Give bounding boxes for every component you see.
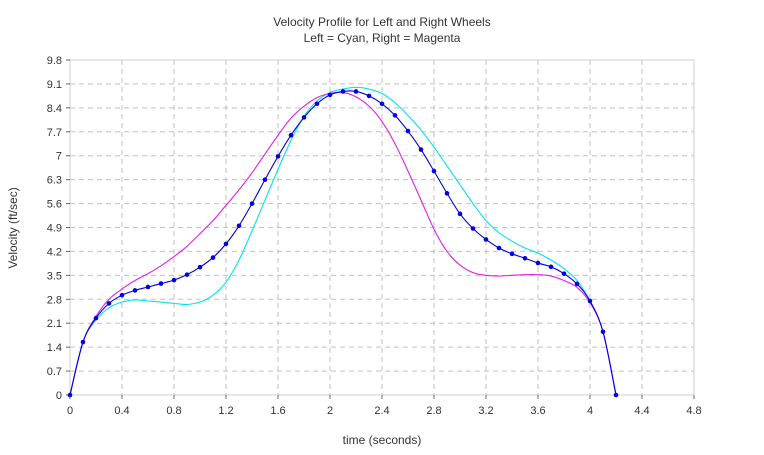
data-point-center — [106, 301, 112, 306]
data-point-center — [366, 93, 372, 99]
data-point-center — [496, 245, 502, 251]
x-tick-label: 3.2 — [478, 405, 493, 417]
y-tick-label: 9.8 — [47, 55, 62, 67]
y-tick-label: 5.6 — [47, 199, 62, 211]
data-point-center — [119, 292, 125, 298]
x-tick-label: 4.8 — [686, 405, 701, 417]
data-point-center — [93, 315, 99, 321]
data-point-center — [158, 281, 164, 286]
y-axis: 0 0.7 1.4 2.1 2.8 3.5 4.2 4.9 5.6 6.3 7 7.7 8.4 9.1 9.… — [47, 55, 70, 402]
data-point-center — [431, 168, 437, 174]
x-tick-label: 3.6 — [530, 405, 545, 417]
x-tick-label: 1.6 — [270, 405, 285, 417]
data-point-center — [327, 92, 333, 98]
chart-subtitle: Left = Cyan, Right = Magenta — [304, 31, 461, 45]
data-point-center — [561, 271, 567, 276]
y-tick-label: 4.9 — [47, 223, 62, 235]
data-point-center — [483, 237, 489, 242]
y-tick-label: 0 — [56, 390, 62, 402]
y-tick-label: 2.1 — [47, 318, 62, 330]
y-tick-label: 6.3 — [47, 175, 62, 187]
data-point-center — [236, 223, 242, 229]
x-axis: 0 0.4 0.8 1.2 1.6 2 2.4 2.8 3.2 3.6 4 4.4 4.8 — [67, 395, 702, 417]
x-tick-label: 0 — [67, 405, 73, 417]
x-tick-label: 1.2 — [218, 405, 233, 417]
data-point-center — [145, 284, 151, 290]
y-tick-label: 7 — [56, 151, 62, 163]
data-point-center — [210, 255, 216, 260]
data-point-center — [548, 264, 554, 270]
data-point-center — [509, 251, 515, 257]
data-point-center — [457, 211, 463, 217]
data-point-center — [587, 298, 593, 304]
data-point-center — [314, 101, 320, 107]
data-point-center — [301, 115, 307, 120]
x-axis-label: time (seconds) — [343, 433, 422, 447]
x-tick-label: 0.4 — [114, 405, 129, 417]
data-point-center — [392, 113, 398, 118]
y-tick-label: 3.5 — [47, 270, 62, 282]
x-tick-label: 2 — [327, 405, 333, 417]
data-point-center — [132, 288, 138, 293]
data-point-center — [600, 329, 606, 335]
data-point-center — [184, 272, 190, 277]
data-point-center — [470, 226, 476, 231]
x-tick-label: 2.8 — [426, 405, 441, 417]
x-tick-label: 4.4 — [634, 405, 649, 417]
y-tick-label: 7.7 — [47, 127, 62, 139]
x-tick-label: 4 — [587, 405, 593, 417]
x-tick-label: 2.4 — [374, 405, 389, 417]
grid-lines — [69, 59, 695, 396]
y-axis-label: Velocity (ft/sec) — [6, 187, 20, 268]
data-point-center — [379, 101, 385, 107]
data-point-center — [80, 339, 86, 345]
data-point-center — [171, 277, 177, 283]
data-point-center — [340, 89, 346, 94]
data-point-center — [574, 281, 580, 287]
y-tick-label: 1.4 — [47, 342, 62, 354]
data-point-center — [405, 128, 411, 134]
y-tick-label: 8.4 — [47, 103, 62, 115]
data-point-center — [223, 241, 229, 247]
data-point-center — [613, 392, 619, 398]
data-point-center — [67, 392, 73, 398]
series-line-left — [69, 86, 617, 396]
x-tick-label: 0.8 — [166, 405, 181, 417]
data-point-center — [418, 147, 424, 152]
data-point-center — [522, 255, 528, 261]
y-tick-label: 4.2 — [47, 246, 62, 258]
data-point-center — [353, 89, 359, 94]
data-point-center — [249, 201, 255, 206]
series-group — [67, 86, 619, 398]
data-point-center — [275, 154, 281, 159]
data-point-center — [535, 260, 541, 266]
data-point-center — [197, 264, 203, 270]
data-point-center — [288, 132, 294, 138]
chart-title: Velocity Profile for Left and Right Whee… — [273, 15, 490, 29]
data-point-center — [262, 177, 268, 182]
data-point-center — [444, 191, 450, 196]
y-tick-label: 0.7 — [47, 366, 62, 378]
y-tick-label: 2.8 — [47, 294, 62, 306]
y-tick-label: 9.1 — [47, 79, 62, 91]
